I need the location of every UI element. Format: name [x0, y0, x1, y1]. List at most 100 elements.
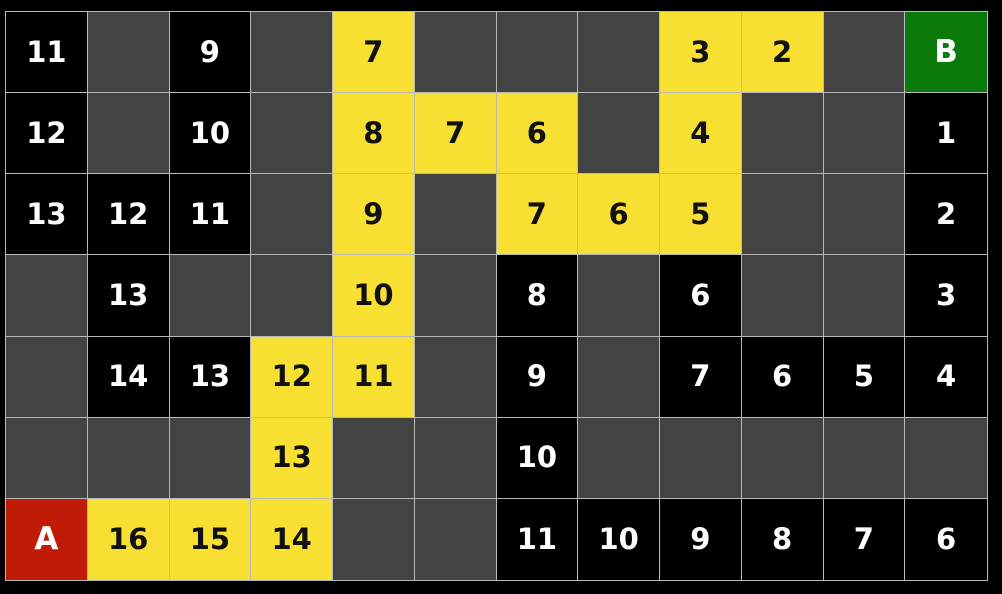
- grid-cell-r7-c5[interactable]: [333, 498, 415, 580]
- grid-cell-r3-c1[interactable]: 13: [6, 174, 88, 256]
- grid-cell-r3-c9[interactable]: 5: [660, 174, 742, 256]
- grid-cell-r2-c5[interactable]: 8: [333, 93, 415, 175]
- grid-cell-r4-c7[interactable]: 8: [496, 255, 579, 337]
- grid-cell-r3-c2[interactable]: 12: [87, 174, 170, 256]
- grid-cell-label: 12: [107, 196, 149, 231]
- grid-cell-r7-c3[interactable]: 15: [169, 498, 252, 580]
- grid-cell-r3-c10[interactable]: [741, 174, 824, 256]
- grid-cell-label: 12: [271, 359, 312, 394]
- grid-cell-r2-c10[interactable]: [741, 93, 824, 175]
- grid-cell-r5-c4[interactable]: 12: [251, 336, 333, 418]
- grid-cell-r5-c8[interactable]: [578, 336, 660, 418]
- grid-cell-r6-c9[interactable]: [660, 417, 742, 499]
- grid-cell-r7-c7[interactable]: 11: [496, 498, 579, 580]
- grid-cell-label: 11: [353, 359, 394, 394]
- grid-cell-r1-c12[interactable]: B: [905, 12, 987, 94]
- grid-cell-r7-c8[interactable]: 10: [578, 498, 660, 580]
- grid-cell-r5-c7[interactable]: 9: [496, 336, 579, 418]
- grid-cell-r5-c3[interactable]: 13: [169, 336, 252, 418]
- grid-cell-r4-c2[interactable]: 13: [87, 255, 170, 337]
- grid-cell-r4-c1[interactable]: [6, 255, 88, 337]
- grid-cell-r7-c4[interactable]: 14: [251, 498, 333, 580]
- grid-cell-r4-c9[interactable]: 6: [660, 255, 742, 337]
- grid-cell-r1-c5[interactable]: 7: [333, 12, 415, 94]
- grid-cell-r5-c10[interactable]: 6: [741, 336, 824, 418]
- grid-cell-r6-c3[interactable]: [169, 417, 252, 499]
- grid-cell-r2-c7[interactable]: 6: [496, 93, 579, 175]
- grid-cell-r7-c11[interactable]: 7: [823, 498, 906, 580]
- grid-cell-r1-c7[interactable]: [496, 12, 579, 94]
- grid-cell-label: 6: [608, 196, 629, 231]
- grid-cell-r1-c11[interactable]: [823, 12, 906, 94]
- grid-cell-r4-c10[interactable]: [741, 255, 824, 337]
- grid-cell-r1-c4[interactable]: [251, 12, 333, 94]
- grid-cell-r7-c1[interactable]: A: [6, 498, 88, 580]
- grid-cell-r6-c1[interactable]: [6, 417, 88, 499]
- grid-cell-label: 8: [526, 277, 547, 312]
- grid-cell-r3-c3[interactable]: 11: [169, 174, 252, 256]
- grid-cell-r6-c12[interactable]: [905, 417, 987, 499]
- grid-cell-r1-c2[interactable]: [87, 12, 170, 94]
- grid-cell-label: 10: [353, 277, 394, 312]
- grid-cell-label: A: [34, 520, 59, 557]
- grid-cell-r7-c2[interactable]: 16: [87, 498, 170, 580]
- grid-cell-label: 9: [690, 521, 711, 556]
- grid-cell-label: 9: [199, 34, 220, 69]
- grid-cell-r6-c4[interactable]: 13: [251, 417, 333, 499]
- grid-cell-r2-c6[interactable]: 7: [414, 93, 497, 175]
- grid-cell-r4-c4[interactable]: [251, 255, 333, 337]
- grid-cell-r5-c11[interactable]: 5: [823, 336, 906, 418]
- grid-cell-r4-c3[interactable]: [169, 255, 252, 337]
- grid-cell-r6-c2[interactable]: [87, 417, 170, 499]
- grid-cell-r2-c8[interactable]: [578, 93, 660, 175]
- grid-cell-r6-c5[interactable]: [333, 417, 415, 499]
- grid-cell-r5-c6[interactable]: [414, 336, 497, 418]
- grid-cell-r1-c3[interactable]: 9: [169, 12, 252, 94]
- grid-cell-r4-c6[interactable]: [414, 255, 497, 337]
- grid-cell-r3-c6[interactable]: [414, 174, 497, 256]
- grid-cell-r3-c4[interactable]: [251, 174, 333, 256]
- grid-cell-r7-c10[interactable]: 8: [741, 498, 824, 580]
- grid-cell-r5-c12[interactable]: 4: [905, 336, 987, 418]
- grid-cell-r2-c2[interactable]: [87, 93, 170, 175]
- grid-cell-r2-c4[interactable]: [251, 93, 333, 175]
- grid-cell-label: 13: [26, 196, 67, 231]
- grid-cell-r6-c10[interactable]: [741, 417, 824, 499]
- grid-cell-r6-c7[interactable]: 10: [496, 417, 579, 499]
- grid-cell-r3-c5[interactable]: 9: [333, 174, 415, 256]
- grid-cell-r6-c6[interactable]: [414, 417, 497, 499]
- grid-cell-r2-c3[interactable]: 10: [169, 93, 252, 175]
- grid-cell-r1-c6[interactable]: [414, 12, 497, 94]
- grid-cell-r7-c12[interactable]: 6: [905, 498, 987, 580]
- grid-cell-label: 13: [107, 277, 149, 312]
- grid-cell-r7-c6[interactable]: [414, 498, 497, 580]
- grid-cell-label: 3: [936, 277, 957, 312]
- grid-cell-r2-c12[interactable]: 1: [905, 93, 987, 175]
- grid-cell-r4-c5[interactable]: 10: [333, 255, 415, 337]
- grid-cell-r3-c7[interactable]: 7: [496, 174, 579, 256]
- grid-cell-r2-c1[interactable]: 12: [6, 93, 88, 175]
- grid-cell-label: 11: [516, 521, 558, 556]
- grid-cell-r2-c9[interactable]: 4: [660, 93, 742, 175]
- grid-cell-r6-c8[interactable]: [578, 417, 660, 499]
- grid-cell-r1-c1[interactable]: 11: [6, 12, 88, 94]
- grid-cell-r3-c11[interactable]: [823, 174, 906, 256]
- grid-cell-r7-c9[interactable]: 9: [660, 498, 742, 580]
- grid-cell-label: 4: [936, 359, 957, 394]
- grid-cell-r4-c12[interactable]: 3: [905, 255, 987, 337]
- grid-cell-r5-c2[interactable]: 14: [87, 336, 170, 418]
- grid-cell-r5-c1[interactable]: [6, 336, 88, 418]
- grid-cell-r4-c8[interactable]: [578, 255, 660, 337]
- grid-cell-r1-c10[interactable]: 2: [741, 12, 824, 94]
- grid-cell-r3-c12[interactable]: 2: [905, 174, 987, 256]
- grid-cell-r1-c8[interactable]: [578, 12, 660, 94]
- grid-cell-r1-c9[interactable]: 3: [660, 12, 742, 94]
- grid-cell-r2-c11[interactable]: [823, 93, 906, 175]
- grid-cell-r4-c11[interactable]: [823, 255, 906, 337]
- grid-cell-r3-c8[interactable]: 6: [578, 174, 660, 256]
- grid-cell-r5-c9[interactable]: 7: [660, 336, 742, 418]
- grid-cell-r5-c5[interactable]: 11: [333, 336, 415, 418]
- grid-cell-label: B: [934, 33, 958, 70]
- grid-cell-r6-c11[interactable]: [823, 417, 906, 499]
